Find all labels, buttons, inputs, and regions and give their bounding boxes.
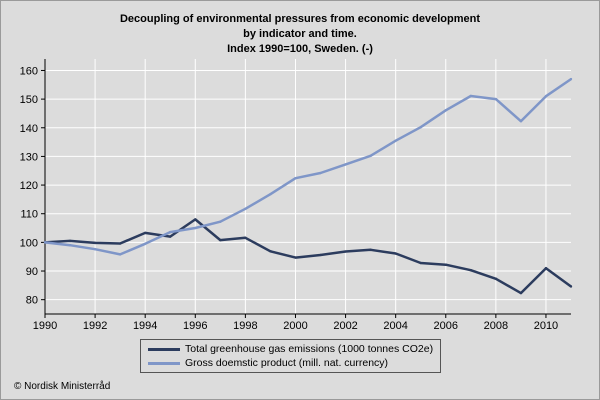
data-point-1-2007 <box>469 94 473 98</box>
data-point-0-1999 <box>269 250 272 253</box>
data-point-0-1991 <box>68 239 72 243</box>
data-point-1-2001 <box>319 171 322 175</box>
legend-item-gdp: Gross doemstic product (mill. nat. curre… <box>148 356 388 370</box>
y-tick-label-7: 150 <box>20 94 38 106</box>
data-point-0-2004 <box>394 252 397 255</box>
data-point-1-2000 <box>294 176 297 180</box>
data-point-0-2010 <box>544 266 548 270</box>
data-point-1-1991 <box>68 244 72 247</box>
chart-title: Decoupling of environmental pressures fr… <box>1 12 599 57</box>
data-point-1-1993 <box>118 253 122 256</box>
data-point-1-2005 <box>419 125 422 129</box>
data-point-0-1995 <box>169 235 172 238</box>
data-point-0-2000 <box>294 256 297 259</box>
series-line-1 <box>44 78 572 256</box>
data-point-1-2011 <box>569 77 573 81</box>
data-point-0-2001 <box>319 253 322 257</box>
data-point-1-1994 <box>143 242 147 246</box>
data-point-1-1990 <box>43 241 47 244</box>
x-tick-label-8: 2006 <box>434 320 458 332</box>
legend-label-emissions: Total greenhouse gas emissions (1000 ton… <box>185 343 434 355</box>
x-tick-label-7: 2004 <box>383 320 407 332</box>
data-point-1-1997 <box>219 220 222 223</box>
data-point-0-2006 <box>444 263 447 266</box>
copyright-credit: © Nordisk Ministerråd <box>14 381 111 392</box>
data-point-0-1997 <box>219 238 222 242</box>
data-point-0-2011 <box>569 285 573 288</box>
series-line-0 <box>44 218 572 295</box>
y-tick-label-5: 130 <box>20 151 38 163</box>
x-tick-label-4: 1998 <box>233 320 257 332</box>
data-point-0-1998 <box>244 236 247 239</box>
x-tick-label-1: 1992 <box>83 320 107 332</box>
data-point-1-2006 <box>444 109 447 112</box>
data-point-0-2005 <box>419 261 422 265</box>
legend-swatch-gdp <box>148 361 180 365</box>
data-point-0-2009 <box>519 291 523 295</box>
x-tick-label-9: 2008 <box>484 320 508 332</box>
x-tick-label-3: 1996 <box>183 320 207 332</box>
data-point-1-1996 <box>194 226 197 230</box>
y-tick-label-6: 140 <box>20 123 38 135</box>
y-tick-label-8: 160 <box>20 65 38 77</box>
chart-legend: Total greenhouse gas emissions (1000 ton… <box>140 339 441 373</box>
data-point-1-2009 <box>519 119 523 123</box>
data-point-1-1995 <box>169 230 172 234</box>
x-tick-label-10: 2010 <box>534 320 558 332</box>
data-point-1-2002 <box>344 163 347 166</box>
y-tick-label-3: 110 <box>20 209 38 221</box>
legend-swatch-emissions <box>148 347 180 351</box>
data-point-1-2003 <box>369 154 372 158</box>
chart-title-line-1: Decoupling of environmental pressures fr… <box>119 13 481 25</box>
y-tick-label-4: 120 <box>20 180 38 192</box>
data-point-0-2007 <box>469 268 473 272</box>
legend-item-emissions: Total greenhouse gas emissions (1000 ton… <box>148 342 433 356</box>
data-point-1-2008 <box>494 97 498 101</box>
data-point-1-2004 <box>394 139 397 142</box>
data-point-0-1992 <box>93 241 97 245</box>
data-point-0-2008 <box>494 277 498 280</box>
y-tick-label-1: 90 <box>26 266 38 278</box>
chart-title-line-3: Index 1990=100, Sweden. (-) <box>227 43 373 55</box>
data-point-0-1996 <box>194 218 197 221</box>
y-tick-label-2: 100 <box>20 237 38 249</box>
data-point-0-1993 <box>118 242 122 245</box>
data-point-0-2002 <box>344 250 347 253</box>
y-tick-label-0: 80 <box>26 295 38 307</box>
data-point-0-1994 <box>143 231 147 235</box>
legend-label-gdp: Gross doemstic product (mill. nat. curre… <box>185 357 389 369</box>
x-tick-label-5: 2000 <box>283 320 307 332</box>
chart-title-line-2: by indicator and time. <box>243 28 357 40</box>
x-tick-label-6: 2002 <box>333 320 357 332</box>
x-tick-label-2: 1994 <box>133 320 157 332</box>
data-point-1-2010 <box>544 95 548 98</box>
data-point-1-1998 <box>244 207 247 211</box>
data-point-1-1999 <box>269 193 272 196</box>
plot-area <box>45 59 571 314</box>
x-tick-label-0: 1990 <box>33 320 57 332</box>
data-point-0-2003 <box>369 248 372 252</box>
data-point-1-1992 <box>93 248 97 251</box>
